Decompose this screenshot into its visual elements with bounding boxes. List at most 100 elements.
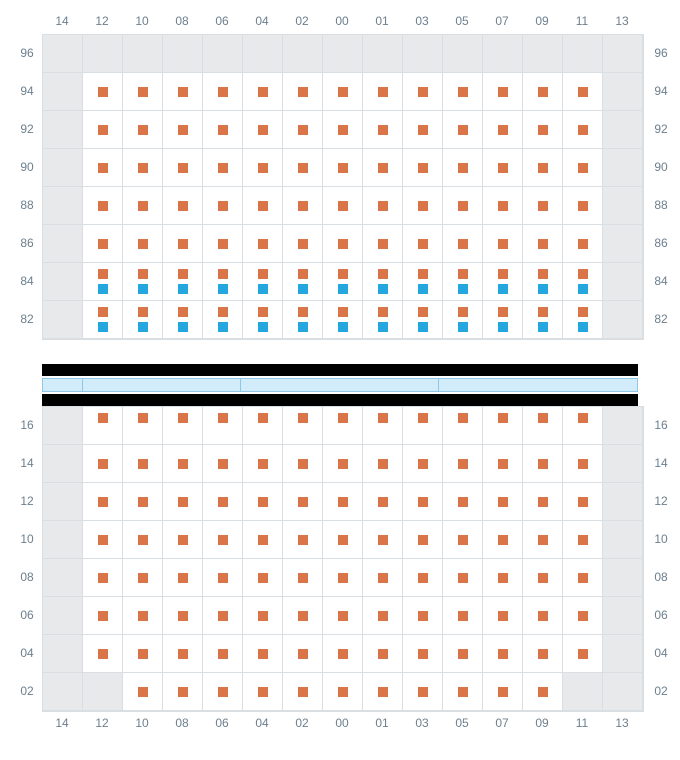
slot-cell[interactable] [483,445,523,483]
slot-cell[interactable] [203,263,243,301]
slot-cell[interactable] [563,483,603,521]
slot-cell[interactable] [283,445,323,483]
slot-cell[interactable] [203,445,243,483]
slot-cell[interactable] [363,225,403,263]
slot-cell[interactable] [523,407,563,445]
slot-cell[interactable] [403,635,443,673]
slot-cell[interactable] [123,597,163,635]
slot-cell[interactable] [563,301,603,339]
slot-cell[interactable] [243,111,283,149]
slot-cell[interactable] [83,73,123,111]
slot-cell[interactable] [283,263,323,301]
slot-cell[interactable] [123,407,163,445]
slot-cell[interactable] [363,635,403,673]
slot-cell[interactable] [443,521,483,559]
slot-cell[interactable] [163,445,203,483]
slot-cell[interactable] [563,263,603,301]
slot-cell[interactable] [323,111,363,149]
slot-cell[interactable] [203,301,243,339]
slot-cell[interactable] [283,111,323,149]
slot-cell[interactable] [243,597,283,635]
slot-cell[interactable] [523,597,563,635]
slot-cell[interactable] [483,673,523,711]
slot-cell[interactable] [563,635,603,673]
slot-cell[interactable] [203,559,243,597]
slot-cell[interactable] [123,559,163,597]
slot-cell[interactable] [163,407,203,445]
slot-cell[interactable] [83,111,123,149]
slot-cell[interactable] [123,445,163,483]
slot-cell[interactable] [163,673,203,711]
slot-cell[interactable] [203,597,243,635]
slot-cell[interactable] [203,673,243,711]
slot-cell[interactable] [203,225,243,263]
slot-cell[interactable] [243,73,283,111]
slot-cell[interactable] [483,111,523,149]
slot-cell[interactable] [123,187,163,225]
slot-cell[interactable] [163,149,203,187]
slot-cell[interactable] [123,483,163,521]
slot-cell[interactable] [523,111,563,149]
slot-cell[interactable] [443,301,483,339]
slot-cell[interactable] [403,187,443,225]
slot-cell[interactable] [363,521,403,559]
slot-cell[interactable] [163,483,203,521]
slot-cell[interactable] [243,407,283,445]
slot-cell[interactable] [483,149,523,187]
slot-cell[interactable] [523,301,563,339]
slot-cell[interactable] [283,301,323,339]
slot-cell[interactable] [403,263,443,301]
slot-cell[interactable] [403,559,443,597]
slot-cell[interactable] [403,301,443,339]
slot-cell[interactable] [243,149,283,187]
slot-cell[interactable] [403,445,443,483]
slot-cell[interactable] [83,635,123,673]
slot-cell[interactable] [363,111,403,149]
slot-cell[interactable] [83,559,123,597]
slot-cell[interactable] [563,559,603,597]
slot-cell[interactable] [243,225,283,263]
slot-cell[interactable] [243,635,283,673]
slot-cell[interactable] [483,301,523,339]
slot-cell[interactable] [283,521,323,559]
slot-cell[interactable] [323,673,363,711]
slot-cell[interactable] [163,225,203,263]
slot-cell[interactable] [203,521,243,559]
slot-cell[interactable] [323,225,363,263]
slot-cell[interactable] [483,559,523,597]
slot-cell[interactable] [243,559,283,597]
slot-cell[interactable] [283,187,323,225]
slot-cell[interactable] [83,225,123,263]
slot-cell[interactable] [563,225,603,263]
slot-cell[interactable] [443,597,483,635]
slot-cell[interactable] [563,187,603,225]
slot-cell[interactable] [243,483,283,521]
slot-cell[interactable] [283,483,323,521]
slot-cell[interactable] [363,187,403,225]
slot-cell[interactable] [483,73,523,111]
slot-cell[interactable] [403,111,443,149]
slot-cell[interactable] [323,187,363,225]
slot-cell[interactable] [203,111,243,149]
slot-cell[interactable] [523,521,563,559]
slot-cell[interactable] [123,301,163,339]
slot-cell[interactable] [403,407,443,445]
slot-cell[interactable] [163,301,203,339]
slot-cell[interactable] [483,407,523,445]
slot-cell[interactable] [163,559,203,597]
slot-cell[interactable] [83,301,123,339]
slot-cell[interactable] [283,559,323,597]
slot-cell[interactable] [283,407,323,445]
slot-cell[interactable] [203,635,243,673]
slot-cell[interactable] [163,73,203,111]
slot-cell[interactable] [563,149,603,187]
slot-cell[interactable] [163,635,203,673]
slot-cell[interactable] [483,597,523,635]
slot-cell[interactable] [483,263,523,301]
slot-cell[interactable] [163,597,203,635]
slot-cell[interactable] [123,73,163,111]
slot-cell[interactable] [363,673,403,711]
slot-cell[interactable] [443,149,483,187]
slot-cell[interactable] [83,407,123,445]
slot-cell[interactable] [443,225,483,263]
